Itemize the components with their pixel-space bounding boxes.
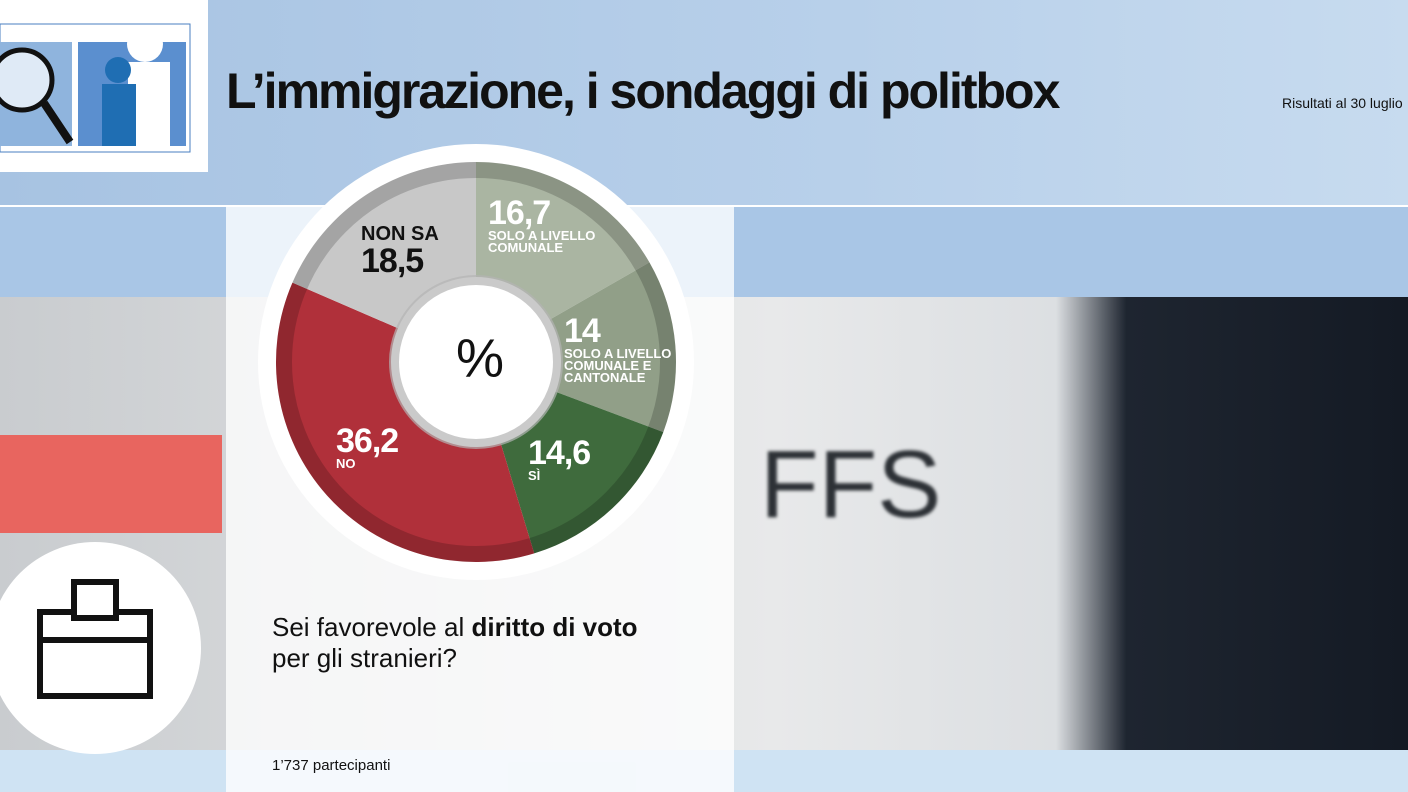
footer: 1’737 partecipanti [272, 757, 391, 774]
pie-rim [276, 162, 676, 562]
slice-label: 36,2 NO [336, 422, 399, 471]
photo-sign [0, 435, 222, 533]
question-text: per gli stranieri? [272, 643, 457, 673]
category-label: SÌ [528, 468, 541, 483]
slice-label: 16,7 SOLO A LIVELLO COMUNALE [488, 196, 608, 254]
logo-box [0, 0, 208, 172]
pie-slice [276, 282, 535, 562]
slice-label: 14,6 SÌ [528, 434, 591, 483]
value-label: 14,6 [528, 434, 591, 472]
ballot-icon [37, 579, 153, 699]
top-band [0, 0, 1408, 205]
slice-label: 14 SOLO A LIVELLO COMUNALE E CANTONALE [564, 314, 674, 384]
value-label: 36,2 [336, 422, 399, 460]
title: L’immigrazione, i sondaggi di politbox [226, 63, 1060, 119]
slice-label: NON SA 18,5 [361, 224, 451, 278]
category-label: NO [336, 456, 356, 471]
question-bold: diritto di voto [471, 612, 638, 642]
category-label: SOLO A LIVELLO COMUNALE [488, 228, 596, 255]
question: Sei favorevole al diritto di voto per gl… [272, 612, 638, 674]
ballot-circle [0, 542, 201, 754]
value-label: 18,5 [361, 242, 424, 280]
center-label: % [456, 328, 504, 388]
pie-slice [476, 162, 650, 320]
subtitle: Risultati al 30 luglio [1282, 95, 1403, 111]
category-label: SOLO A LIVELLO COMUNALE E CANTONALE [564, 346, 672, 385]
pie-slice [500, 391, 664, 554]
pie-hole [389, 275, 563, 449]
pie-slice [549, 262, 676, 433]
question-text: Sei favorevole al [272, 612, 465, 642]
category-label: NON SA [361, 223, 439, 245]
logo [0, 23, 191, 153]
photo-text: FFS [760, 431, 942, 538]
pie-slice [292, 162, 476, 329]
value-label: 16,7 [488, 194, 551, 232]
value-label: 14 [564, 312, 601, 350]
